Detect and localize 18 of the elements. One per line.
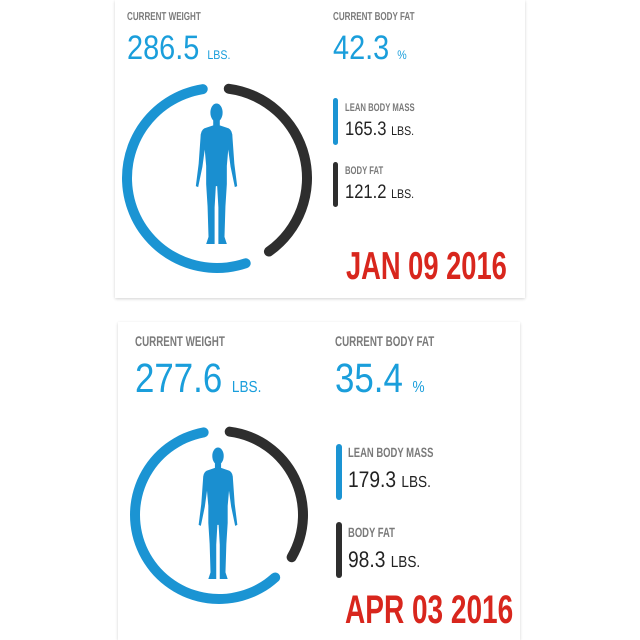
data-label: 98.3 LBS. (348, 547, 420, 572)
legend-label: BODY FAT (345, 165, 384, 177)
text: 42.3 % (333, 29, 407, 67)
legend-label: LEAN BODY MASS (345, 102, 415, 114)
data-label: 179.3 LBS. (348, 467, 431, 492)
text: APR 03 2016 (344, 588, 513, 632)
text: CURRENT WEIGHT (127, 11, 201, 24)
legend-label: LEAN BODY MASS (348, 445, 434, 460)
text: CURRENT BODY FAT (333, 11, 415, 24)
data-label: 121.2 LBS. (345, 181, 414, 203)
text: JAN 09 2016 (346, 245, 507, 288)
text: CURRENT BODY FAT (335, 333, 434, 349)
text: CURRENT WEIGHT (135, 333, 225, 349)
text: 277.6 LBS. (135, 355, 262, 401)
text: 35.4 % (335, 355, 425, 401)
data-label: 165.3 LBS. (345, 118, 414, 140)
legend-label: BODY FAT (348, 525, 395, 540)
text: 286.5 LBS. (127, 29, 230, 67)
